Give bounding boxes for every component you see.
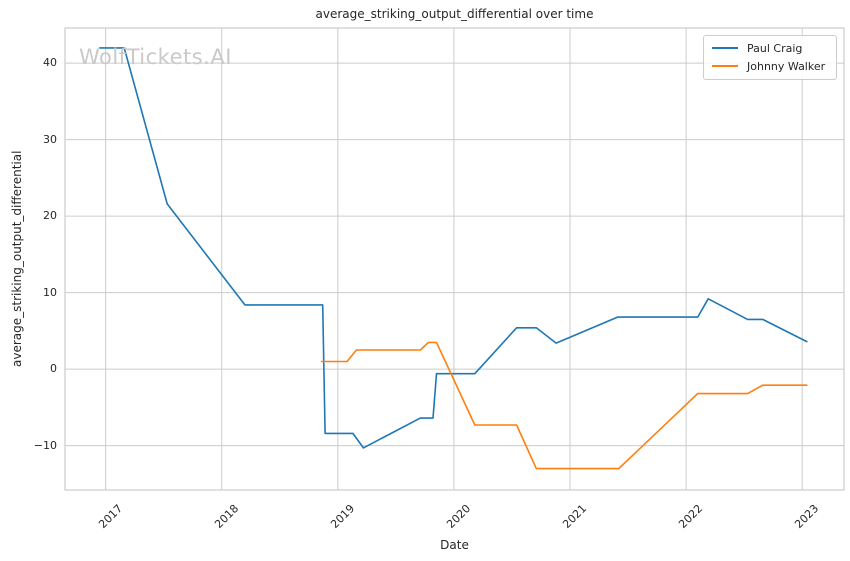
chart-title: average_striking_output_differential ove… (315, 7, 594, 21)
legend-item-paul-craig: Paul Craig (712, 41, 828, 55)
legend-line-sample-paul-craig (712, 47, 738, 49)
legend: Paul Craig Johnny Walker (703, 35, 837, 80)
series-line-johnny-walker (320, 341, 808, 470)
legend-line-sample-johnny-walker (712, 65, 738, 67)
legend-label-paul-craig: Paul Craig (747, 41, 803, 55)
x-axis-label: Date (440, 538, 469, 552)
watermark: WolfTickets.AI (79, 45, 232, 69)
legend-label-johnny-walker: Johnny Walker (747, 59, 826, 73)
series-line-paul-craig (99, 47, 808, 449)
y-axis-label: average_striking_output_differential (10, 150, 24, 368)
plot-border (64, 27, 845, 491)
legend-item-johnny-walker: Johnny Walker (712, 59, 828, 73)
